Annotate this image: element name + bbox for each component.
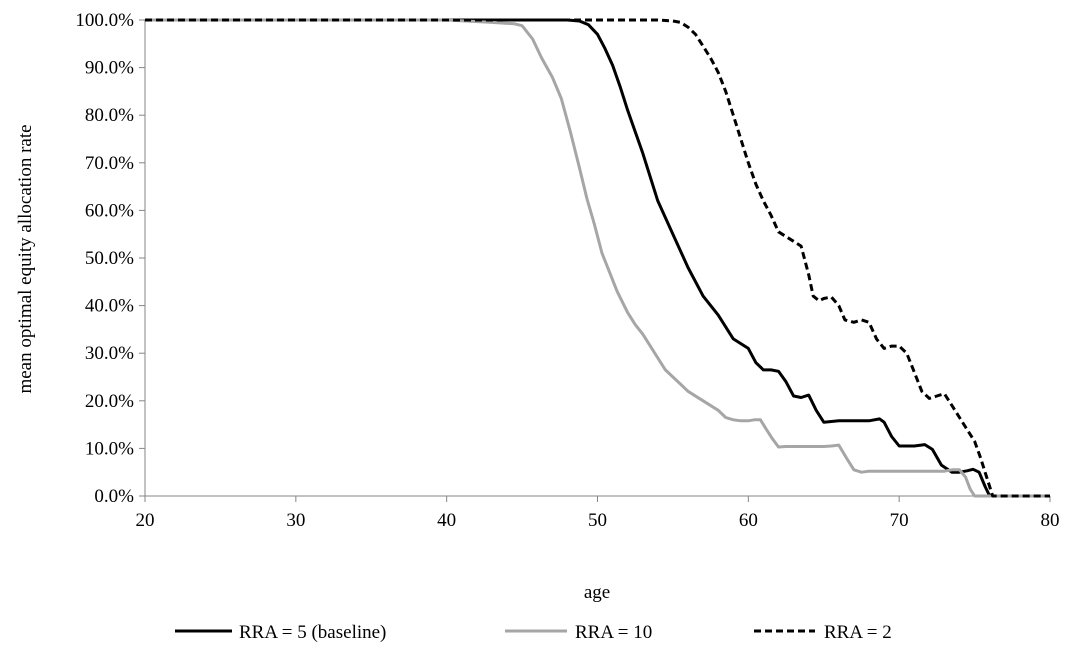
y-tick-label: 0.0%: [94, 486, 134, 507]
series-line-rra-5-baseline: [145, 18, 1050, 498]
x-tick-label: 70: [890, 510, 909, 531]
x-tick-label: 40: [437, 510, 456, 531]
x-tick-label: 50: [588, 510, 607, 531]
y-tick-label: 50.0%: [85, 248, 134, 269]
x-tick-label: 20: [136, 510, 155, 531]
legend-label: RRA = 5 (baseline): [239, 622, 386, 643]
y-tick-label: 80.0%: [85, 105, 134, 126]
legend-label: RRA = 10: [575, 622, 652, 643]
y-tick-label: 20.0%: [85, 391, 134, 412]
y-tick-label: 60.0%: [85, 200, 134, 221]
x-axis-title: age: [584, 582, 610, 603]
x-tick-label: 80: [1041, 510, 1060, 531]
y-tick-label: 70.0%: [85, 153, 134, 174]
series-line-rra-2: [145, 18, 1050, 498]
y-axis-title: mean optimal equity allocation rate: [15, 124, 36, 393]
legend-label: RRA = 2: [824, 622, 892, 643]
series-lines: [145, 18, 1050, 498]
legend: RRA = 5 (baseline) RRA = 10 RRA = 2: [175, 622, 892, 643]
y-tick-label: 100.0%: [75, 10, 134, 31]
y-tick-label: 30.0%: [85, 343, 134, 364]
x-tick-label: 60: [739, 510, 758, 531]
y-tick-label: 90.0%: [85, 58, 134, 79]
x-tick-label: 30: [286, 510, 305, 531]
y-tick-label: 40.0%: [85, 296, 134, 317]
axes: 0.0% 10.0% 20.0% 30.0% 40.0% 50.0% 60.0% 70.0% 8…: [75, 10, 1059, 531]
y-tick-label: 10.0%: [85, 438, 134, 459]
series-line-rra-10: [145, 18, 1050, 498]
